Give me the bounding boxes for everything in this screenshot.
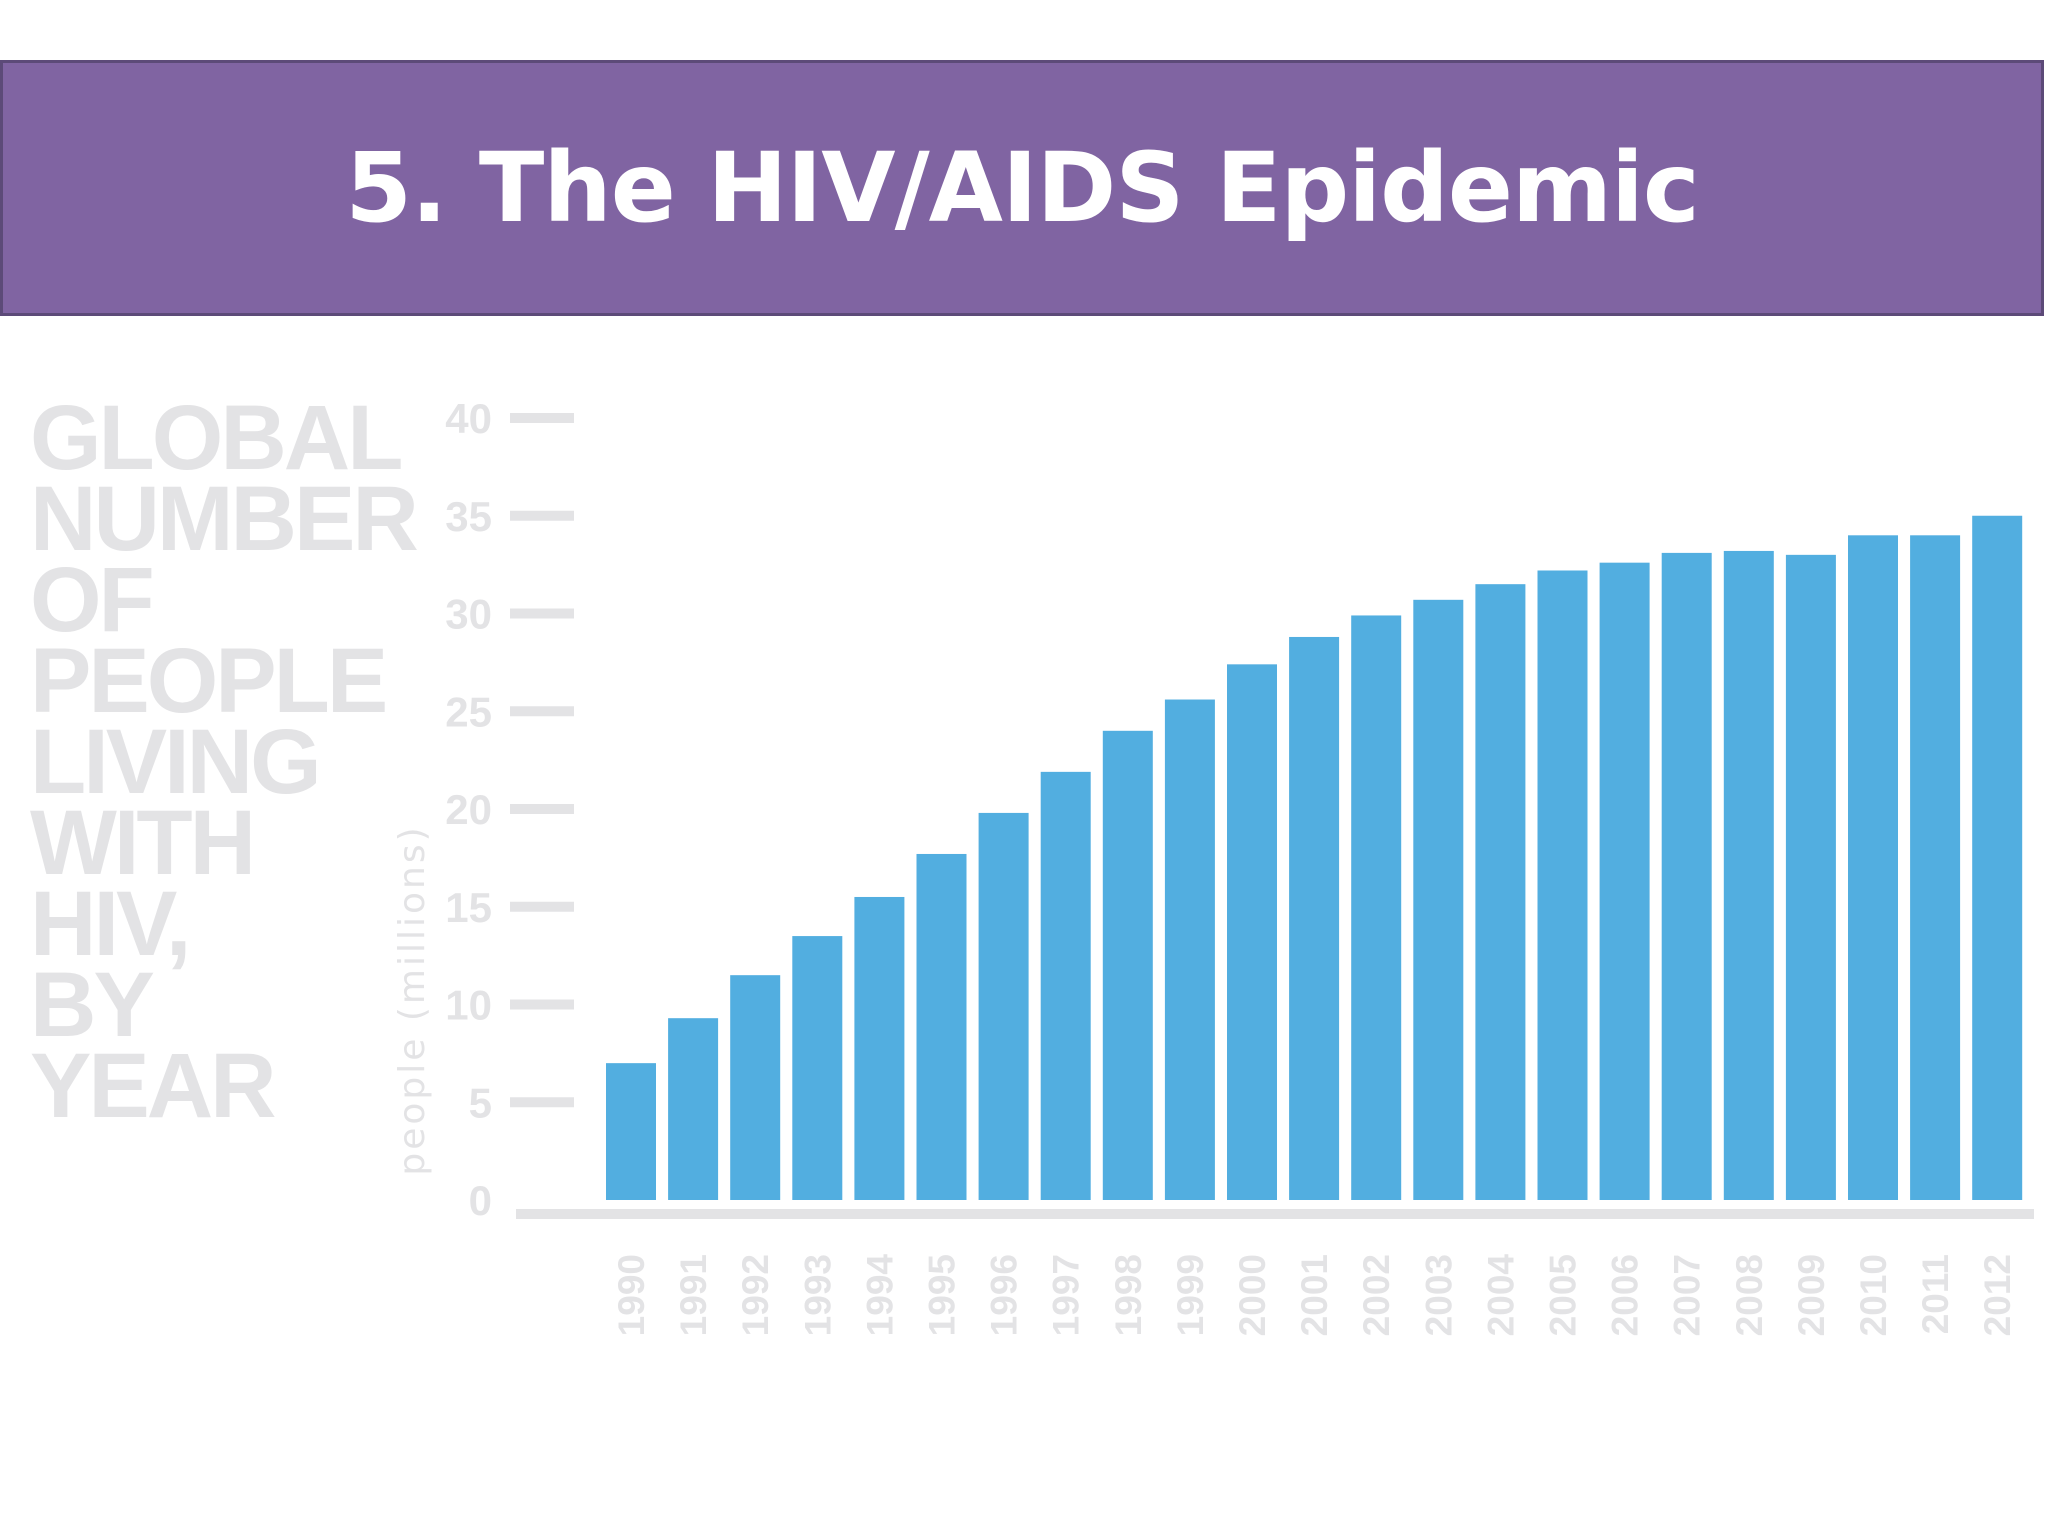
x-tick-label: 2000 — [1232, 1254, 1273, 1336]
x-tick-label: 2001 — [1294, 1254, 1335, 1336]
y-tick-mark — [510, 510, 574, 521]
x-tick-label: 2007 — [1667, 1254, 1708, 1336]
bar-2010 — [1848, 535, 1898, 1200]
x-axis-baseline — [516, 1209, 2034, 1219]
x-tick-label: 2009 — [1791, 1254, 1832, 1336]
y-tick-label: 30 — [445, 591, 492, 638]
y-tick-label: 10 — [445, 982, 492, 1029]
y-tick-label: 40 — [445, 395, 492, 442]
chart-title-line: NUMBER — [30, 468, 419, 570]
y-tick-label: 0 — [469, 1177, 492, 1224]
x-tick-label: 1996 — [984, 1254, 1025, 1336]
y-tick-mark — [510, 706, 574, 717]
x-tick-label: 1994 — [859, 1254, 900, 1337]
chart-title-line: LIVING — [30, 711, 322, 813]
y-tick-mark — [510, 1097, 574, 1108]
x-tick-label: 2011 — [1915, 1254, 1956, 1334]
x-tick-label: 1998 — [1108, 1254, 1149, 1336]
x-axis: 1990 1991 1992 1993 1994 1995 1996 1997 1998 1999… — [516, 1209, 2034, 1336]
title-banner: 5. The HIV/AIDS Epidemic — [0, 60, 2044, 316]
chart-title-line: WITH — [30, 792, 256, 894]
x-tick-label: 2004 — [1480, 1254, 1521, 1337]
chart-title-line: BY — [30, 954, 155, 1056]
y-tick-label: 35 — [445, 493, 492, 540]
x-tick-label: 1995 — [922, 1254, 963, 1336]
y-tick-label: 25 — [445, 688, 492, 735]
bar-1996 — [978, 812, 1029, 1200]
bar-1992 — [730, 975, 781, 1200]
bar-2000 — [1227, 664, 1277, 1200]
x-tick-label: 1997 — [1046, 1254, 1087, 1336]
bar-2009 — [1785, 554, 1836, 1200]
bar-1997 — [1040, 771, 1091, 1200]
y-axis: 0 5 10 15 20 25 30 35 40 people (millions) — [392, 395, 574, 1224]
bar-2012 — [1972, 515, 2023, 1200]
x-tick-label: 2005 — [1543, 1254, 1584, 1336]
bar-2003 — [1413, 599, 1464, 1200]
y-tick-mark — [510, 413, 574, 423]
bar-2006 — [1599, 562, 1650, 1200]
bar-1999 — [1164, 699, 1215, 1200]
x-tick-label: 1993 — [797, 1254, 838, 1336]
bar-2007 — [1661, 552, 1712, 1200]
bar-1998 — [1102, 730, 1153, 1200]
x-tick-label: 2002 — [1356, 1254, 1397, 1336]
x-tick-label: 1992 — [735, 1254, 776, 1336]
bar-1993 — [792, 936, 843, 1200]
bar-2011 — [1910, 535, 1961, 1200]
bars — [606, 515, 2023, 1200]
y-tick-mark — [510, 804, 574, 814]
bar-1990 — [606, 1063, 656, 1200]
y-tick-label: 20 — [445, 786, 492, 833]
bar-2001 — [1289, 636, 1340, 1200]
chart-title-line: OF — [30, 549, 155, 651]
y-tick-mark — [510, 999, 574, 1010]
bar-2004 — [1475, 584, 1526, 1200]
x-tick-label: 2010 — [1853, 1254, 1894, 1336]
x-tick-label: 2006 — [1605, 1254, 1646, 1336]
y-axis-title: people (millions) — [392, 824, 433, 1175]
bar-1994 — [854, 896, 905, 1200]
chart-title-line: YEAR — [30, 1035, 277, 1137]
chart-title-line: PEOPLE — [30, 630, 388, 732]
x-tick-label: 1990 — [611, 1254, 652, 1336]
bar-2002 — [1351, 615, 1402, 1200]
y-tick-label: 15 — [445, 884, 492, 931]
y-tick-mark — [510, 608, 574, 619]
bar-2008 — [1723, 550, 1774, 1200]
y-tick-label: 5 — [469, 1079, 492, 1126]
chart-title: GLOBAL NUMBER OF PEOPLE LIVING WITH HIV, BY YEAR — [30, 387, 430, 1137]
x-tick-label: 1991 — [673, 1254, 714, 1336]
chart-title-line: GLOBAL — [30, 387, 403, 489]
x-tick-label: 2012 — [1977, 1254, 2018, 1336]
slide-title: 5. The HIV/AIDS Epidemic — [345, 132, 1700, 244]
bar-1995 — [916, 853, 967, 1200]
x-tick-label: 2003 — [1418, 1254, 1459, 1336]
y-tick-mark — [510, 901, 574, 912]
bar-2005 — [1537, 570, 1588, 1200]
chart-title-line: HIV, — [30, 873, 191, 975]
bar-1991 — [668, 1018, 719, 1200]
x-tick-label: 2008 — [1729, 1254, 1770, 1336]
x-tick-label: 1999 — [1170, 1254, 1211, 1336]
